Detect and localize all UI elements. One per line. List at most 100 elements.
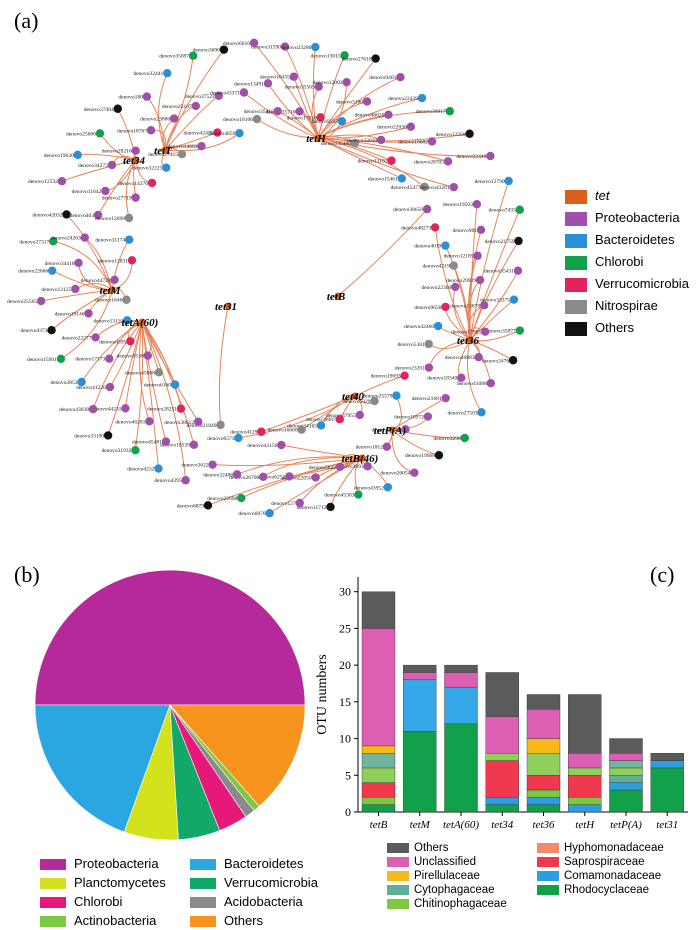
network-node [392, 391, 401, 400]
network-node-label: denovo2476 [482, 358, 509, 364]
pie-slice [34, 704, 171, 833]
stacked-bar-chart: 0 5 10 15 20 25 30 OTU numbers tetB tetM tetA(60) t… [315, 577, 688, 831]
network-node-label: denovo3993 [336, 464, 363, 470]
network-node [449, 182, 458, 192]
network-node-label: denovo4373 [20, 328, 47, 334]
network-node [354, 490, 363, 499]
network-node [476, 225, 486, 235]
network-edge [312, 47, 319, 139]
network-node [239, 88, 249, 97]
hub-label: tetB(46) [342, 453, 379, 465]
network-node-label: denovo10972 [394, 415, 424, 421]
network-node-label: denovo12125 [41, 287, 71, 293]
network-node [326, 502, 335, 512]
network-legend-item: tet [565, 188, 689, 210]
network-node [401, 425, 410, 434]
bar-segment [526, 789, 561, 798]
legend-label: Saprospiraceae [564, 856, 645, 868]
x-tick-label: tetM [410, 819, 431, 831]
network-node-label: denovo4595 [99, 339, 126, 345]
network-node [342, 77, 351, 87]
bar-legend-item: Hyphomonadaceae [537, 842, 687, 856]
network-node [143, 351, 152, 360]
legend-label: Cytophagaceae [414, 884, 495, 896]
network-node [197, 141, 206, 151]
y-tick-label: 20 [339, 658, 351, 672]
network-node [214, 91, 224, 100]
network-node [477, 408, 486, 417]
pie-chart [34, 569, 306, 841]
hub-label: tet40 [342, 391, 364, 403]
network-node [176, 404, 186, 413]
legend-swatch [387, 856, 409, 867]
network-node-label: denovo9401 [369, 75, 396, 81]
legend-label: Rhodocyclaceae [564, 884, 650, 896]
network-node-label: denovo6879 [177, 503, 204, 509]
network-node [257, 427, 266, 436]
network-edge [469, 240, 519, 341]
network-edge [469, 339, 514, 361]
network-node-label: denovo27618 [342, 57, 372, 63]
network-node-label: denovo17985 [451, 330, 481, 336]
network-node [515, 205, 524, 214]
network-node [71, 284, 80, 294]
network-node [311, 42, 320, 52]
network-edge [236, 456, 363, 475]
pie-legend-item: Acidobacteria [190, 894, 340, 911]
bar-segment [526, 775, 561, 791]
network-edge [317, 137, 491, 157]
legend-label: Chlorobi [74, 894, 123, 909]
x-tick-label: tet36 [533, 819, 555, 831]
network-node [515, 326, 525, 335]
network-edge [164, 95, 220, 151]
hub-node [132, 156, 140, 164]
legend-label: Others [595, 320, 635, 335]
network-node [189, 440, 199, 449]
bar-segment [526, 708, 561, 739]
hub-label: tet36 [457, 335, 479, 347]
bar-segment [609, 789, 643, 813]
legend-label: Others [414, 842, 449, 854]
network-edge [469, 180, 510, 341]
network-edge [107, 321, 143, 436]
network-node-label: denovo21681 [412, 396, 442, 402]
network-node-label: denovo42460 [404, 324, 434, 330]
network-node [311, 473, 320, 482]
network-edge [139, 321, 150, 422]
legend-swatch [190, 897, 216, 909]
network-node [445, 107, 455, 116]
pie-legend-item: Actinobacteria [40, 913, 190, 930]
network-edge [444, 245, 471, 341]
network-node [101, 186, 110, 196]
pie-legend-item: Chlorobi [40, 894, 190, 911]
network-legend-item: Chlorobi [565, 254, 689, 276]
network-node-label: denovo45481 [132, 440, 162, 446]
network-node-label: denovo19630 [44, 153, 74, 159]
network-node-label: denovo35431 [484, 269, 514, 275]
network-node-label: denovo12002 [313, 80, 343, 86]
network-node [146, 126, 156, 135]
bar-segment [526, 804, 561, 813]
network-node-label: denovo40883 [445, 355, 475, 361]
network-node-label: denovo28705 [414, 159, 444, 165]
network-node [384, 110, 393, 119]
bar-segment [361, 745, 396, 754]
network-node [285, 472, 294, 481]
legend-swatch [565, 211, 587, 226]
hub-label: tet34 [123, 155, 145, 167]
network-node [441, 241, 450, 250]
x-tick-label: tetP(A) [610, 819, 642, 831]
network-node [145, 417, 154, 426]
network-node [509, 295, 519, 304]
network-node-label: denovo19693 [371, 374, 401, 380]
hub-node [314, 134, 322, 142]
network-edge [108, 321, 143, 359]
network-edge [269, 457, 363, 514]
pie-legend-item: Others [190, 913, 340, 930]
network-node [154, 464, 163, 473]
network-node [371, 54, 380, 63]
bar-segment [526, 738, 561, 754]
network-node [420, 182, 429, 192]
bar-segment [568, 804, 602, 813]
network-node-label: denovo18682 [398, 139, 428, 145]
